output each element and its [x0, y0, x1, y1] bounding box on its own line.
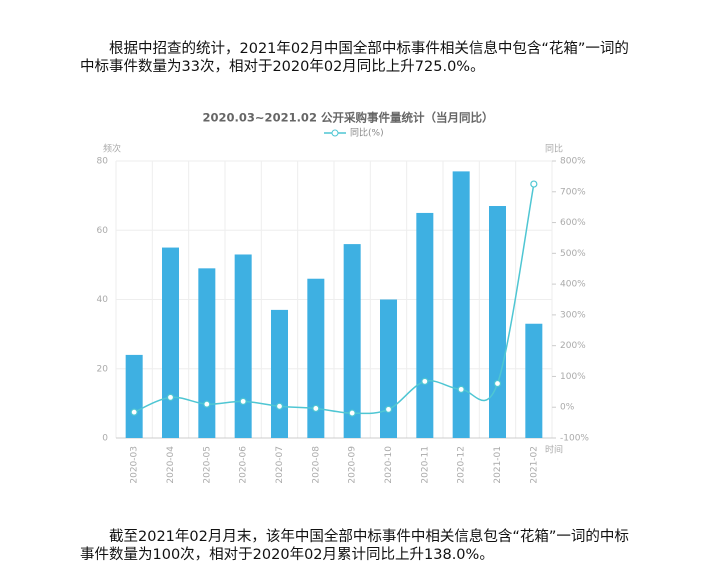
y2-tick-label: 200%	[560, 341, 586, 351]
line-marker	[239, 397, 247, 405]
y2-tick-label: 600%	[560, 218, 586, 228]
line-marker	[493, 379, 502, 388]
line-marker	[166, 393, 175, 401]
bar	[452, 171, 470, 438]
line-marker	[130, 408, 138, 416]
line-marker	[530, 180, 538, 188]
y2-axis-title: 同比	[545, 143, 563, 155]
y-tick-label: 40	[97, 295, 109, 305]
bar	[162, 247, 179, 438]
x-tick-label: 2020-04	[166, 446, 176, 484]
y-axis-title: 频次	[103, 143, 121, 155]
y2-tick-label: 700%	[560, 187, 586, 197]
legend-label: 同比(%)	[350, 127, 384, 139]
paragraph: 截至2021年02月月末，该年中国全部中标事件中相关信息包含“花箱”一词的中标事…	[80, 529, 629, 563]
x-tick-label: 2020-07	[275, 446, 285, 484]
y2-tick-label: 100%	[560, 372, 586, 382]
x-tick-label: 2020-10	[384, 446, 394, 484]
line-marker	[275, 402, 284, 410]
chart: 2020.03~2021.02 公开采购事件量统计（当月同比） 频次 同比 时间…	[97, 111, 590, 484]
y2-tick-label: 0%	[560, 403, 575, 413]
y2-tick-label: -100%	[560, 434, 589, 444]
y-tick-label: 80	[97, 157, 109, 167]
line-marker	[384, 405, 393, 413]
x-tick-label: 2020-11	[420, 446, 430, 484]
x-axis-title: 时间	[545, 444, 563, 456]
x-tick-label: 2020-05	[202, 446, 212, 484]
x-tick-label: 2020-03	[130, 446, 140, 484]
y-tick-label: 0	[102, 434, 108, 444]
bar	[489, 206, 506, 438]
x-tick-label: 2021-01	[493, 446, 503, 484]
y-tick-label: 60	[97, 226, 109, 236]
bar	[380, 299, 397, 438]
line-marker	[203, 400, 211, 408]
y2-tick-label: 400%	[560, 280, 586, 290]
x-tick-label: 2020-12	[457, 446, 467, 484]
bar	[198, 268, 216, 438]
paragraph: 根据中招查的统计，2021年02月中国全部中标事件相关信息中包含“花箱”一词的中…	[80, 41, 629, 75]
bar	[525, 323, 543, 438]
line-marker	[348, 409, 356, 417]
y2-tick-label: 800%	[560, 157, 586, 167]
bar	[125, 354, 143, 438]
x-tick-label: 2020-08	[311, 446, 321, 484]
bar	[307, 278, 325, 438]
y-tick-label: 20	[97, 364, 109, 374]
bar	[416, 212, 434, 438]
y2-tick-label: 300%	[560, 310, 586, 320]
bar	[343, 244, 361, 438]
y2-tick-label: 500%	[560, 249, 586, 259]
x-tick-label: 2020-09	[348, 446, 358, 484]
line-marker	[312, 404, 320, 413]
line-marker	[421, 377, 429, 385]
bar	[271, 309, 288, 438]
line-marker	[457, 385, 465, 393]
bar	[234, 254, 252, 438]
x-tick-label: 2020-06	[239, 446, 249, 484]
x-tick-label: 2021-02	[529, 446, 539, 484]
legend-marker	[331, 129, 339, 137]
chart-title: 2020.03~2021.02 公开采购事件量统计（当月同比）	[203, 111, 494, 125]
